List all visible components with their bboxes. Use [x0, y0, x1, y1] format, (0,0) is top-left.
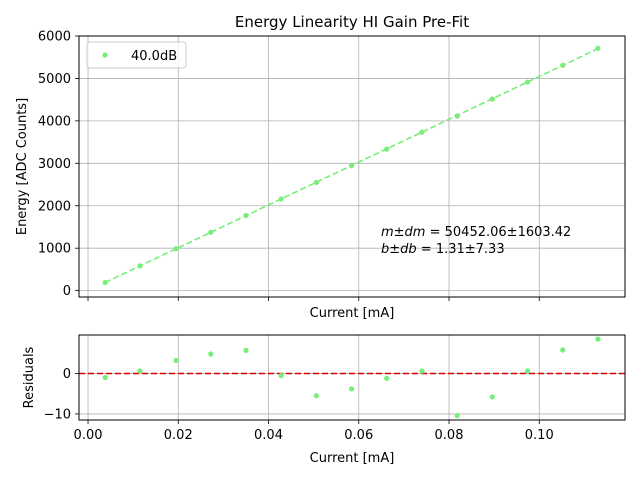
data-point	[595, 45, 601, 51]
residual-point	[348, 386, 355, 392]
top-plot-x-axis-label: Current [mA]	[310, 306, 395, 321]
top-y-tick-label: 0	[63, 284, 71, 299]
top-y-tick-label: 5000	[38, 72, 71, 87]
top-y-tick-label: 3000	[38, 157, 71, 172]
residual-point	[524, 368, 531, 374]
top-plot-data-points	[102, 45, 601, 286]
data-point	[313, 179, 319, 186]
residual-point	[313, 393, 319, 399]
residual-plot-grid	[79, 335, 625, 420]
residual-x-tick-label: 0.00	[74, 428, 103, 443]
residual-x-tick-label: 0.08	[435, 428, 464, 443]
legend-entry-label: 40.0dB	[131, 49, 177, 64]
residual-data-points	[102, 336, 601, 419]
residual-point	[173, 357, 179, 364]
top-plot-title: Energy Linearity HI Gain Pre-Fit	[235, 13, 469, 31]
data-point	[173, 246, 179, 252]
data-point	[102, 279, 108, 286]
residual-y-tick-label: 0	[63, 367, 71, 382]
residual-point	[243, 347, 249, 353]
intercept-value: = 1.31±7.33	[417, 242, 505, 257]
data-point	[419, 129, 425, 135]
data-point	[137, 263, 143, 269]
top-plot-y-axis-label: Energy [ADC Counts]	[15, 98, 30, 235]
fit-slope-annotation: m±dm = 50452.06±1603.42	[381, 225, 571, 240]
top-y-tick-label: 4000	[38, 114, 71, 129]
residual-point	[595, 336, 601, 342]
residual-point	[384, 375, 390, 381]
legend-marker	[102, 52, 108, 58]
top-y-tick-label: 6000	[38, 30, 71, 45]
residual-x-tick-label: 0.06	[344, 428, 373, 443]
residual-x-tick-label: 0.02	[164, 428, 193, 443]
residual-point	[489, 394, 495, 400]
residual-point	[419, 368, 425, 374]
top-y-tick-label: 1000	[38, 242, 71, 257]
data-point	[384, 146, 390, 152]
fit-intercept-annotation: b±db = 1.31±7.33	[381, 242, 505, 257]
top-plot-frame	[78, 35, 626, 298]
residual-point	[102, 374, 108, 381]
residual-point	[137, 368, 143, 374]
data-point	[208, 229, 214, 235]
residual-plot-frame	[78, 334, 626, 421]
data-point	[489, 96, 495, 102]
slope-value: = 50452.06±1603.42	[425, 225, 571, 240]
residual-x-tick-label: 0.04	[254, 428, 283, 443]
intercept-symbol: b±db	[381, 242, 417, 257]
residual-point	[278, 372, 284, 379]
residual-plot-y-axis-label: Residuals	[22, 346, 37, 408]
data-point	[524, 79, 531, 85]
residual-x-tick-label: 0.10	[525, 428, 554, 443]
residual-y-tick-label: −10	[44, 407, 71, 422]
residual-point	[208, 351, 214, 357]
legend-box	[86, 41, 187, 69]
residual-plot-ticks: 0.00 0.02 0.04 0.06 0.08 0.10 −10 0	[44, 367, 554, 443]
slope-symbol: m±dm	[381, 225, 425, 240]
data-point	[560, 62, 566, 68]
data-point	[348, 163, 355, 169]
top-plot-ticks: 0 1000 2000 3000 4000 5000 6000	[38, 30, 540, 301]
data-point	[278, 196, 284, 202]
data-point	[243, 212, 249, 219]
legend: 40.0dB	[86, 41, 187, 69]
residual-point	[560, 347, 566, 353]
top-y-tick-label: 2000	[38, 199, 71, 214]
data-point	[454, 113, 460, 119]
residual-plot-x-axis-label: Current [mA]	[310, 451, 395, 466]
residual-point	[454, 412, 460, 419]
